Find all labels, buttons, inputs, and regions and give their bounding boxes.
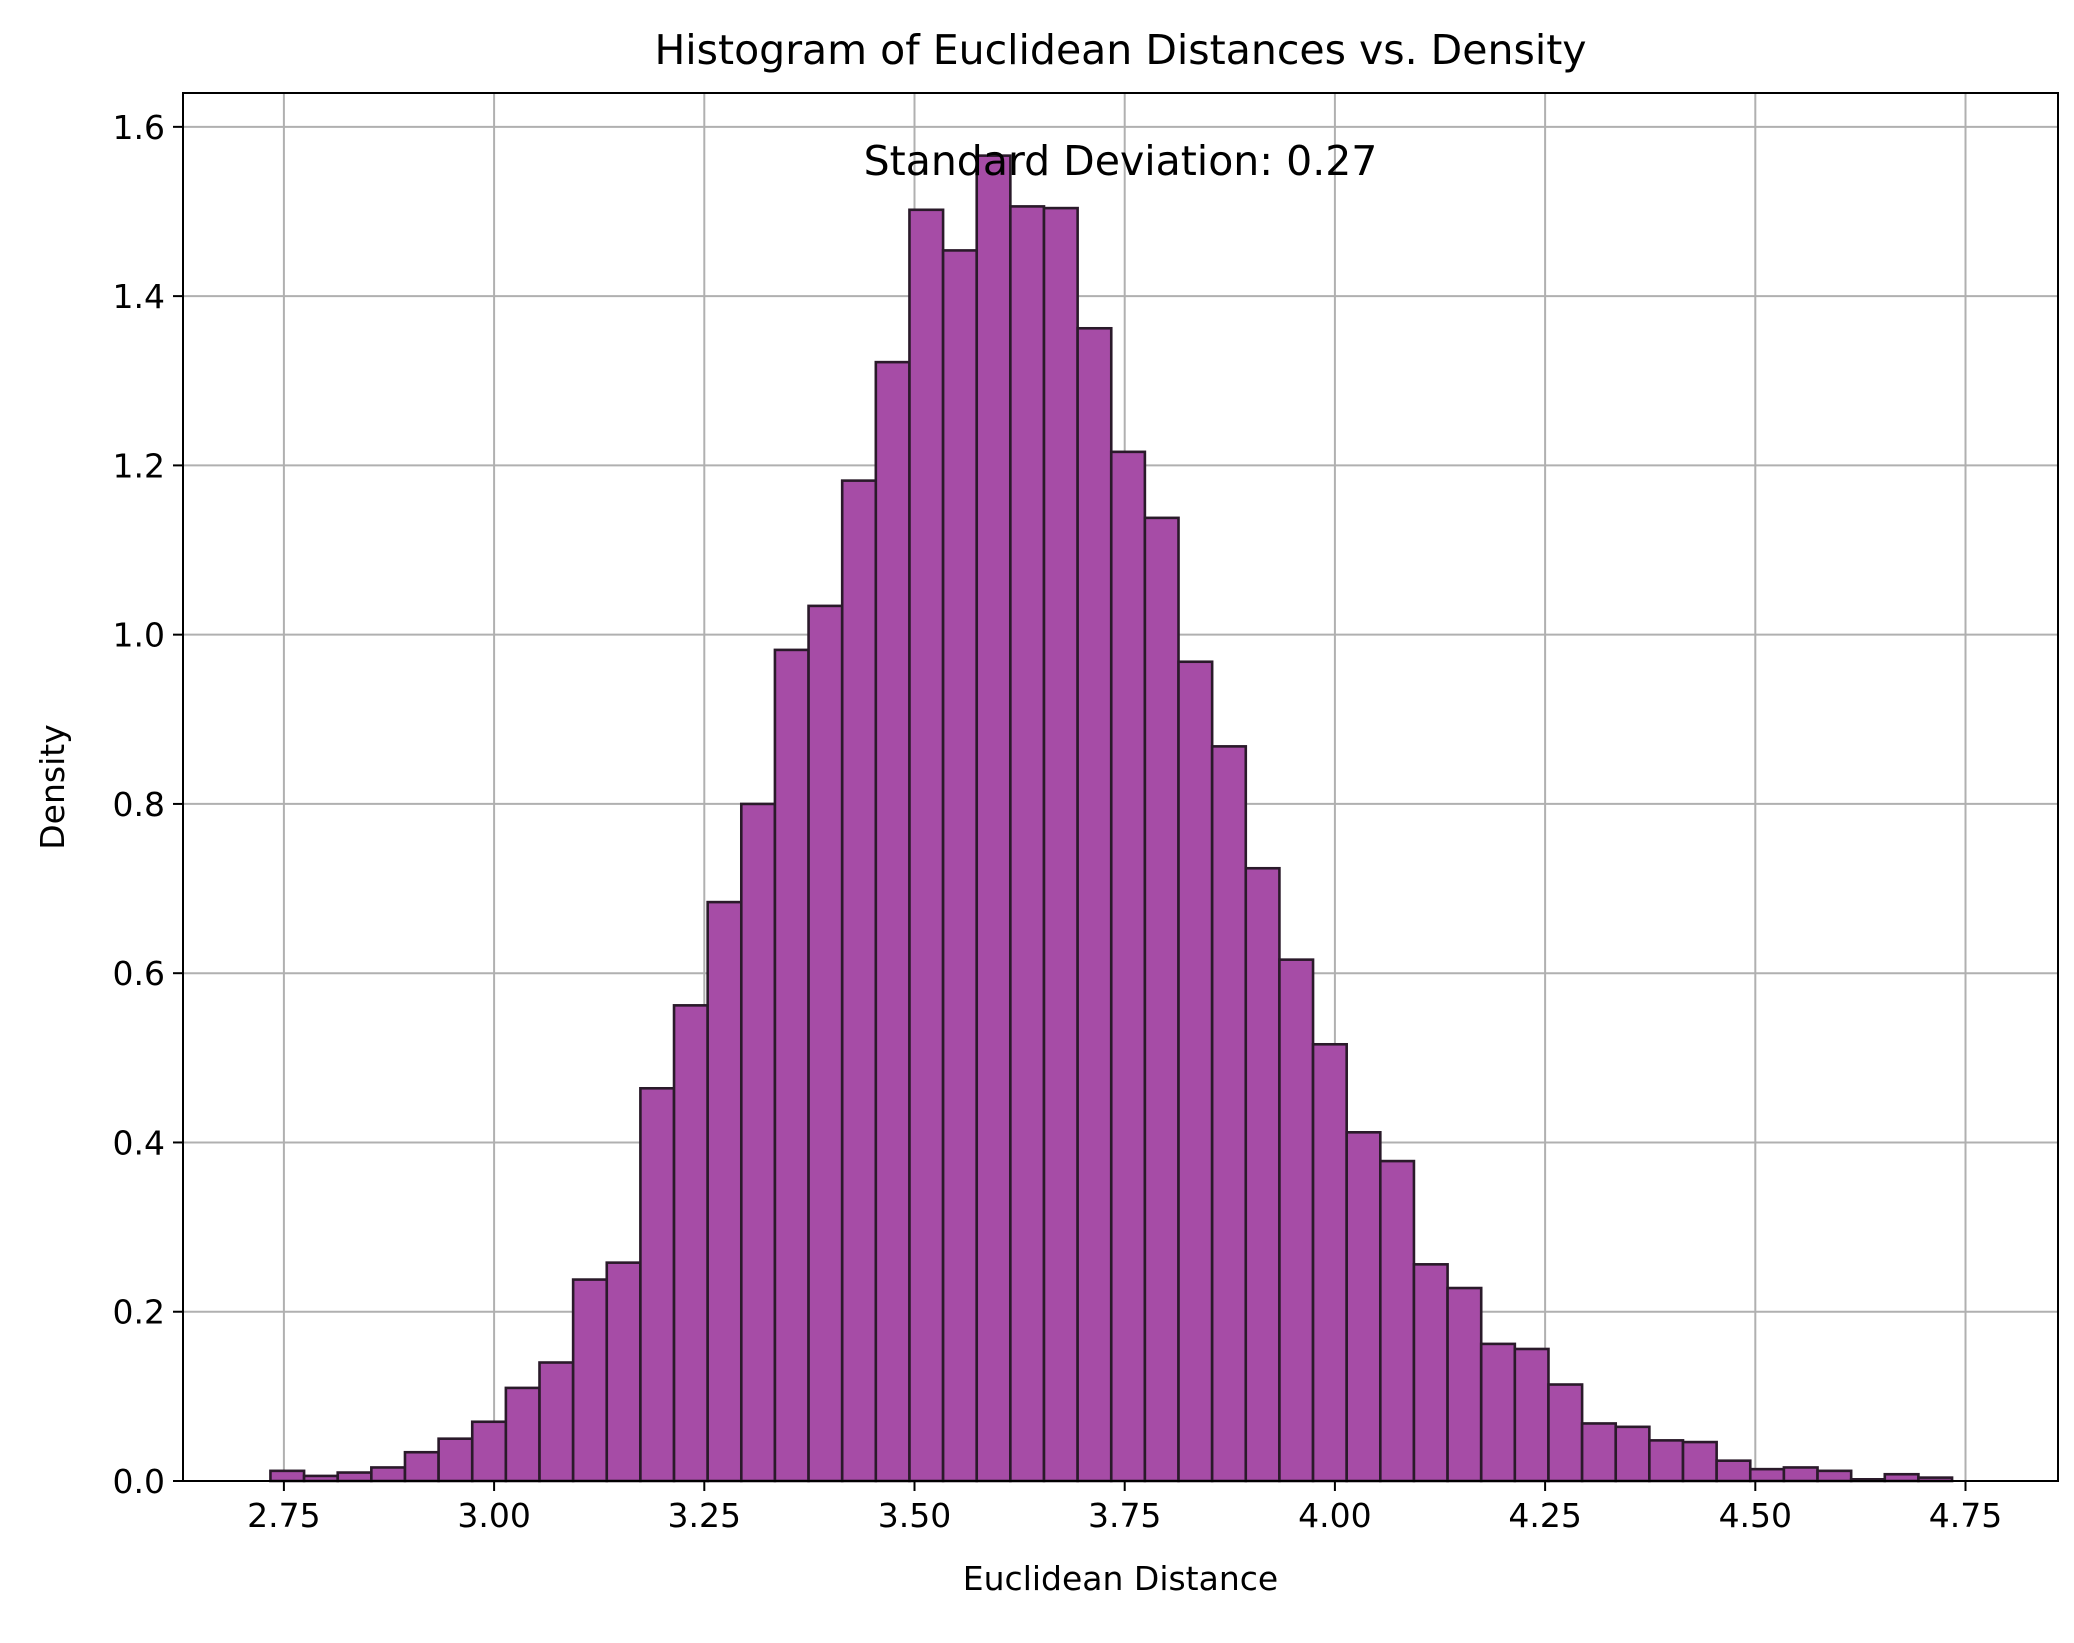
histogram-bar bbox=[269, 1469, 306, 1483]
histogram-bar bbox=[1816, 1469, 1853, 1483]
y-tick-label: 0.4 bbox=[113, 1123, 165, 1162]
histogram-bar bbox=[538, 1361, 575, 1483]
histogram-bar bbox=[504, 1386, 541, 1483]
histogram-bar bbox=[1042, 206, 1079, 1483]
histogram-bar bbox=[1278, 958, 1315, 1483]
y-tick-label: 0.2 bbox=[113, 1293, 165, 1332]
histogram-bar bbox=[370, 1466, 407, 1483]
histogram-bar bbox=[739, 802, 777, 1483]
histogram-bar bbox=[470, 1420, 508, 1483]
histogram-bar bbox=[1479, 1342, 1517, 1483]
x-tick-label: 2.75 bbox=[247, 1496, 320, 1535]
histogram-bar bbox=[1648, 1439, 1685, 1483]
histogram-bar bbox=[1782, 1466, 1819, 1483]
y-tick-label: 0.0 bbox=[113, 1462, 165, 1501]
histogram-bar bbox=[1580, 1422, 1618, 1483]
histogram-bar bbox=[1748, 1467, 1786, 1483]
histogram-bar bbox=[1379, 1159, 1416, 1483]
histogram-bar bbox=[773, 648, 810, 1483]
histogram-bar bbox=[605, 1261, 642, 1483]
histogram-bar bbox=[1109, 450, 1147, 1483]
bars bbox=[269, 154, 1954, 1483]
histogram-bar bbox=[706, 900, 743, 1483]
y-axis-label: Density bbox=[33, 724, 72, 849]
x-tick-label: 3.25 bbox=[668, 1496, 741, 1535]
histogram-bar bbox=[1614, 1425, 1651, 1483]
histogram-bar bbox=[807, 604, 844, 1483]
histogram-bar bbox=[975, 154, 1012, 1483]
axis-ticks: 2.75 3.00 3.25 3.50 3.75 4.00 4.25 4.50 4.75 0.0 0… bbox=[113, 108, 2003, 1535]
chart-title: Histogram of Euclidean Distances vs. Den… bbox=[654, 26, 1586, 74]
histogram-bar bbox=[1547, 1383, 1584, 1483]
x-tick-label: 3.75 bbox=[1088, 1496, 1161, 1535]
histogram-bar bbox=[1076, 326, 1113, 1483]
x-tick-label: 4.50 bbox=[1719, 1496, 1792, 1535]
std-dev-annotation: Standard Deviation: 0.27 bbox=[864, 137, 1378, 185]
histogram-bar bbox=[1009, 205, 1046, 1483]
plot-frame bbox=[182, 92, 2059, 1482]
histogram-bar bbox=[874, 360, 911, 1483]
x-tick-label: 4.00 bbox=[1298, 1496, 1371, 1535]
histogram-bar bbox=[1210, 745, 1248, 1483]
histogram-bar bbox=[941, 249, 979, 1483]
histogram-bar bbox=[1715, 1459, 1752, 1483]
histogram-bar bbox=[1244, 866, 1281, 1483]
y-tick-label: 0.8 bbox=[113, 785, 165, 824]
histogram-bar bbox=[403, 1450, 440, 1483]
histogram-bar bbox=[1345, 1131, 1382, 1483]
x-axis-label: Euclidean Distance bbox=[963, 1559, 1278, 1598]
histogram-bar bbox=[639, 1086, 676, 1483]
histogram-bar bbox=[840, 479, 878, 1483]
x-tick-label: 4.25 bbox=[1508, 1496, 1581, 1535]
histogram-bar bbox=[1681, 1440, 1718, 1483]
histogram-bar bbox=[1311, 1042, 1348, 1483]
histogram-bar bbox=[571, 1278, 609, 1483]
y-tick-label: 1.6 bbox=[113, 108, 165, 147]
histogram-bar bbox=[1412, 1263, 1449, 1483]
y-tick-label: 0.6 bbox=[113, 954, 165, 993]
histogram-bar bbox=[908, 208, 945, 1483]
y-tick-label: 1.0 bbox=[113, 616, 165, 655]
histogram-bar bbox=[1177, 660, 1214, 1483]
histogram-bar bbox=[1513, 1347, 1550, 1483]
x-tick-label: 3.00 bbox=[457, 1496, 530, 1535]
histogram-bar bbox=[1446, 1286, 1483, 1483]
histogram-bar bbox=[1143, 516, 1180, 1483]
x-tick-label: 3.50 bbox=[878, 1496, 951, 1535]
y-tick-label: 1.4 bbox=[113, 277, 165, 316]
histogram-bar bbox=[1883, 1472, 1920, 1483]
histogram-bar bbox=[672, 1004, 709, 1483]
y-tick-label: 1.2 bbox=[113, 446, 165, 485]
histogram-bar bbox=[336, 1471, 373, 1483]
histogram-bar bbox=[437, 1437, 474, 1483]
x-tick-label: 4.75 bbox=[1929, 1496, 2002, 1535]
